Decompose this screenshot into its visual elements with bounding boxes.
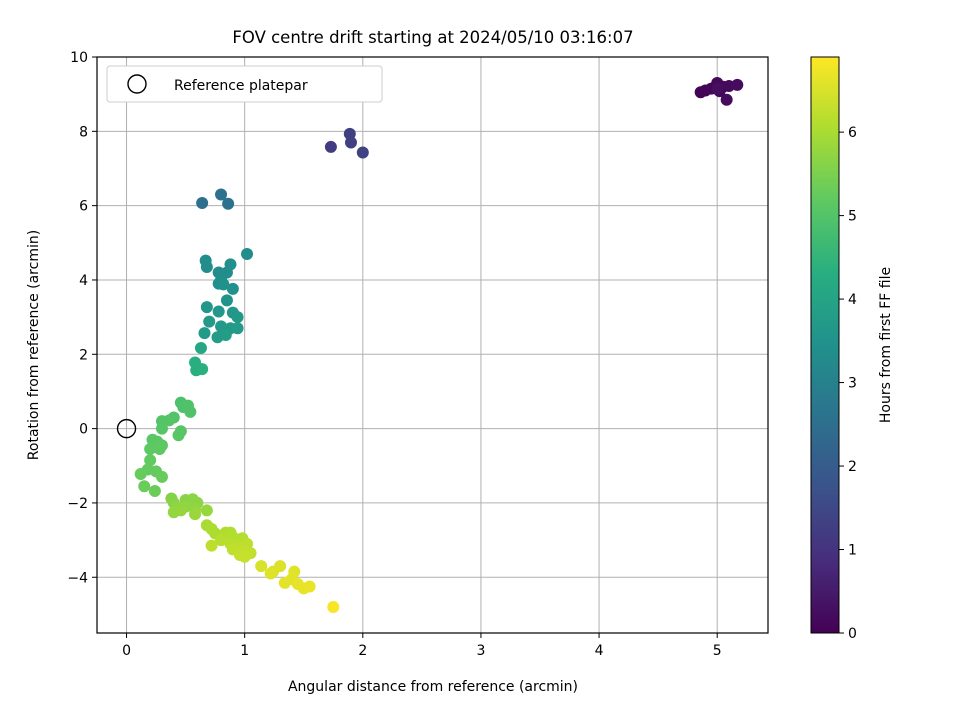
- data-point: [200, 301, 213, 314]
- data-point: [327, 600, 340, 613]
- data-point: [224, 258, 237, 271]
- data-point: [217, 278, 230, 291]
- data-point: [356, 146, 369, 159]
- data-point: [189, 508, 202, 521]
- colorbar-tick-label: 6: [848, 125, 857, 141]
- data-point: [231, 311, 244, 324]
- x-axis-ticks: 0 1 2 3 4 5: [122, 633, 722, 659]
- x-tick-label: 0: [122, 643, 131, 659]
- plot-frame: [96, 56, 769, 634]
- data-point: [231, 322, 244, 335]
- y-tick-label: 0: [79, 422, 88, 438]
- colorbar-ticks: 0 1 2 3 4 5 6: [839, 125, 857, 642]
- data-point: [711, 82, 724, 95]
- data-point: [226, 282, 239, 295]
- data-point: [134, 467, 147, 480]
- data-point: [203, 315, 216, 328]
- y-tick-label: 8: [79, 124, 88, 140]
- colorbar: 0 1 2 3 4 5 6 Hours from first FF file: [810, 56, 894, 642]
- data-point: [219, 328, 232, 341]
- data-point: [255, 560, 268, 573]
- y-axis-label: Rotation from reference (arcmin): [26, 230, 42, 460]
- y-tick-label: 2: [79, 347, 88, 363]
- scatter-points: [134, 77, 744, 613]
- data-point: [222, 197, 235, 210]
- x-tick-label: 2: [358, 643, 367, 659]
- data-point: [720, 93, 733, 106]
- data-point: [215, 534, 228, 547]
- data-point: [238, 550, 251, 563]
- data-point: [194, 341, 207, 354]
- x-tick-label: 5: [713, 643, 722, 659]
- data-point: [153, 443, 166, 456]
- data-point: [215, 188, 228, 201]
- legend-marker: [127, 74, 147, 94]
- y-tick-label: −2: [67, 496, 88, 512]
- colorbar-tick-label: 3: [848, 376, 857, 392]
- colorbar-gradient: [810, 56, 840, 634]
- colorbar-tick-label: 0: [848, 626, 857, 642]
- data-point: [155, 470, 168, 483]
- data-point: [220, 294, 233, 307]
- data-point: [200, 504, 213, 517]
- colorbar-tick-label: 5: [848, 209, 857, 225]
- y-tick-label: 6: [79, 199, 88, 215]
- data-point: [148, 485, 161, 498]
- colorbar-tick-label: 1: [848, 543, 857, 559]
- data-point: [212, 305, 225, 318]
- data-point: [184, 405, 197, 418]
- data-point: [303, 580, 316, 593]
- y-tick-label: −4: [67, 570, 88, 586]
- data-point: [731, 78, 744, 91]
- y-tick-label: 10: [70, 50, 88, 66]
- data-point: [196, 363, 209, 376]
- data-point: [205, 539, 218, 552]
- data-point: [138, 480, 151, 493]
- data-point: [241, 247, 254, 260]
- data-point: [200, 260, 213, 273]
- colorbar-tick-label: 4: [848, 292, 857, 308]
- data-point: [274, 560, 287, 573]
- data-point: [278, 576, 291, 589]
- reference-platepar-marker: [116, 418, 137, 439]
- data-point: [264, 567, 277, 580]
- data-point: [174, 504, 187, 517]
- x-tick-label: 3: [476, 643, 485, 659]
- legend-entry-reference-platepar: Reference platepar: [174, 78, 308, 94]
- data-point: [198, 327, 211, 340]
- data-point: [172, 429, 185, 442]
- x-tick-label: 4: [595, 643, 604, 659]
- legend-box: [106, 65, 383, 103]
- colorbar-label: Hours from first FF file: [878, 267, 894, 423]
- y-tick-label: 4: [79, 273, 88, 289]
- data-point: [344, 136, 357, 149]
- data-point: [144, 454, 157, 467]
- colorbar-tick-label: 2: [848, 459, 857, 475]
- data-point: [324, 140, 337, 153]
- chart-title: FOV centre drift starting at 2024/05/10 …: [232, 28, 633, 47]
- data-point: [144, 443, 157, 456]
- x-tick-label: 1: [240, 643, 249, 659]
- data-point: [155, 422, 168, 435]
- data-point: [163, 414, 176, 427]
- data-point: [196, 197, 209, 210]
- legend: Reference platepar: [106, 65, 383, 103]
- x-axis-label: Angular distance from reference (arcmin): [288, 679, 578, 695]
- y-axis-ticks: −4 −2 0 2 4 6 8 10: [67, 50, 97, 586]
